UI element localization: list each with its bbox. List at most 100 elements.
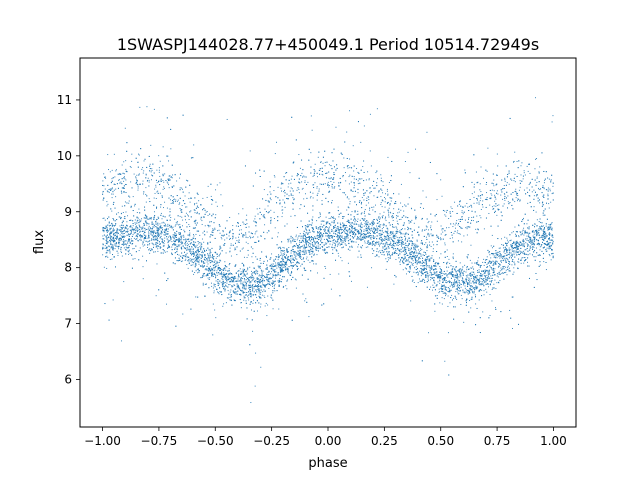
- data-point: [442, 228, 444, 230]
- data-point: [210, 282, 212, 284]
- data-point: [513, 267, 515, 269]
- data-point: [311, 253, 313, 255]
- data-point: [108, 236, 110, 238]
- data-point: [380, 229, 382, 231]
- data-point: [151, 222, 153, 224]
- data-point: [143, 230, 145, 232]
- data-point: [136, 225, 138, 227]
- data-point: [173, 243, 175, 245]
- data-point: [365, 179, 367, 181]
- data-point: [201, 238, 203, 240]
- data-point: [412, 263, 414, 264]
- data-point: [245, 294, 247, 296]
- data-point: [491, 288, 493, 290]
- data-point: [360, 231, 362, 233]
- data-point: [259, 279, 261, 281]
- data-point: [433, 271, 435, 273]
- data-point: [357, 180, 359, 182]
- data-point: [118, 241, 119, 243]
- data-point: [283, 264, 285, 266]
- data-point: [135, 226, 137, 228]
- data-point: [341, 232, 343, 234]
- data-point: [542, 237, 544, 239]
- data-point: [409, 172, 411, 174]
- data-point: [400, 202, 402, 204]
- data-point: [125, 179, 127, 181]
- data-point: [376, 231, 378, 233]
- data-point: [302, 241, 304, 243]
- data-point: [522, 243, 524, 245]
- data-point: [137, 229, 139, 231]
- data-point: [382, 226, 384, 228]
- data-point: [380, 174, 382, 176]
- data-point: [152, 226, 154, 228]
- data-point: [322, 162, 324, 164]
- data-point: [394, 235, 396, 237]
- data-point: [194, 264, 196, 266]
- data-point: [523, 172, 525, 174]
- data-point: [444, 360, 446, 362]
- data-points: [102, 97, 554, 404]
- data-point: [431, 268, 433, 270]
- data-point: [179, 227, 181, 229]
- data-point: [291, 175, 293, 177]
- data-point: [433, 281, 435, 283]
- data-point: [207, 185, 209, 187]
- data-point: [226, 277, 228, 279]
- data-point: [454, 279, 456, 281]
- data-point: [272, 280, 274, 282]
- data-point: [145, 174, 147, 176]
- data-point: [509, 250, 511, 252]
- data-point: [455, 270, 457, 272]
- data-point: [299, 167, 301, 169]
- data-point: [168, 184, 170, 186]
- data-point: [102, 217, 104, 219]
- data-point: [313, 184, 315, 186]
- data-point: [362, 245, 364, 247]
- data-point: [168, 236, 170, 238]
- data-point: [336, 227, 338, 229]
- data-point: [431, 241, 433, 243]
- data-point: [432, 289, 434, 291]
- data-point: [331, 200, 333, 202]
- data-point: [254, 289, 256, 291]
- data-point: [396, 227, 398, 229]
- data-point: [270, 220, 272, 222]
- data-point: [338, 185, 340, 187]
- data-point: [360, 234, 362, 236]
- data-point: [464, 285, 466, 287]
- data-point: [160, 212, 162, 214]
- data-point: [189, 230, 191, 232]
- data-point: [293, 245, 295, 247]
- data-point: [110, 242, 112, 244]
- data-point: [159, 192, 161, 194]
- data-point: [188, 260, 190, 262]
- data-point: [124, 127, 126, 129]
- data-point: [169, 235, 171, 237]
- data-point: [282, 246, 284, 248]
- data-point: [461, 298, 463, 300]
- data-point: [291, 267, 293, 269]
- data-point: [529, 172, 531, 174]
- data-point: [402, 233, 404, 235]
- data-point: [523, 217, 524, 219]
- data-point: [212, 200, 214, 202]
- data-point: [186, 252, 188, 254]
- data-point: [444, 251, 446, 253]
- data-point: [312, 184, 314, 186]
- data-point: [102, 246, 104, 248]
- data-point: [118, 179, 120, 181]
- data-point: [142, 172, 144, 174]
- data-point: [468, 277, 470, 279]
- data-point: [534, 223, 536, 225]
- data-point: [174, 200, 176, 202]
- data-point: [475, 288, 477, 290]
- data-point: [118, 245, 120, 247]
- data-point: [518, 251, 520, 253]
- data-point: [216, 256, 218, 257]
- data-point: [243, 284, 245, 286]
- data-point: [504, 236, 506, 238]
- data-point: [461, 210, 463, 212]
- data-point: [387, 257, 389, 259]
- data-point: [371, 243, 373, 245]
